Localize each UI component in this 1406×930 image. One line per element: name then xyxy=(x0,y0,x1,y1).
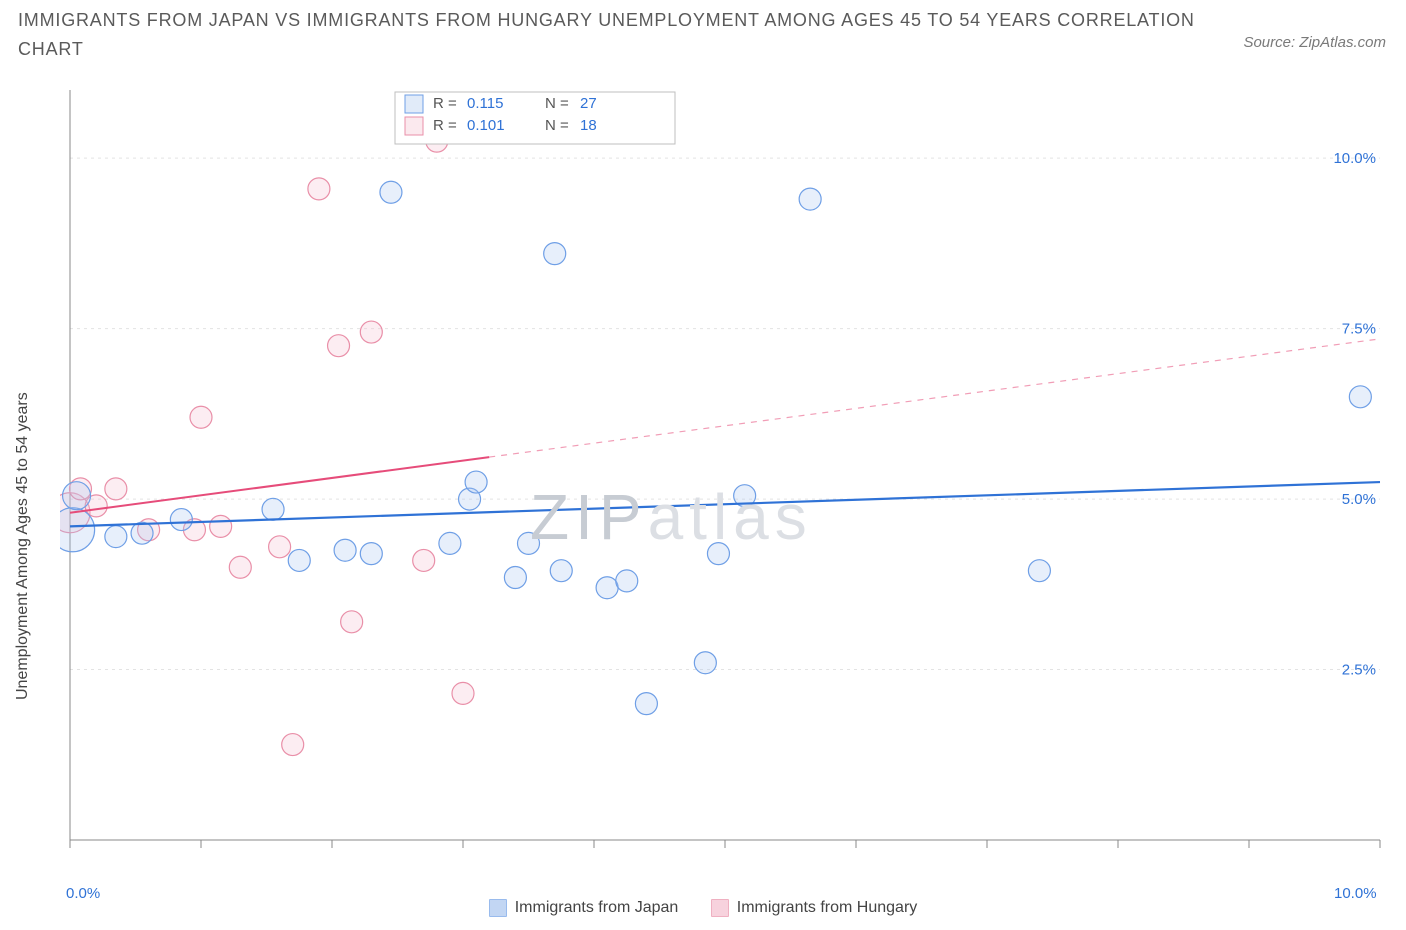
svg-text:5.0%: 5.0% xyxy=(1342,491,1376,508)
correlation-scatter-chart: 2.5% 5.0% 7.5% 10.0% R = 0.115 N = 27 R = 0.101 N … xyxy=(60,80,1390,870)
svg-text:18: 18 xyxy=(580,117,597,134)
svg-text:0.101: 0.101 xyxy=(467,117,505,134)
legend-label-hungary: Immigrants from Hungary xyxy=(737,899,918,917)
y-axis-label: Unemployment Among Ages 45 to 54 years xyxy=(14,392,32,700)
svg-text:N =: N = xyxy=(545,117,569,134)
svg-text:N =: N = xyxy=(545,95,569,112)
bottom-legend: Immigrants from Japan Immigrants from Hu… xyxy=(0,899,1406,922)
svg-text:27: 27 xyxy=(580,95,597,112)
legend-item-japan: Immigrants from Japan xyxy=(489,899,679,917)
svg-text:R =: R = xyxy=(433,95,457,112)
legend-label-japan: Immigrants from Japan xyxy=(515,899,679,917)
svg-text:0.115: 0.115 xyxy=(467,95,503,112)
svg-text:2.5%: 2.5% xyxy=(1342,662,1376,679)
legend-swatch-japan xyxy=(489,899,507,917)
svg-text:10.0%: 10.0% xyxy=(1333,150,1376,167)
source-label: Source: ZipAtlas.com xyxy=(1243,34,1386,51)
legend-swatch-hungary xyxy=(711,899,729,917)
legend-item-hungary: Immigrants from Hungary xyxy=(711,899,918,917)
svg-text:R =: R = xyxy=(433,117,457,134)
svg-text:7.5%: 7.5% xyxy=(1342,321,1376,338)
chart-title: IMMIGRANTS FROM JAPAN VS IMMIGRANTS FROM… xyxy=(18,6,1206,64)
